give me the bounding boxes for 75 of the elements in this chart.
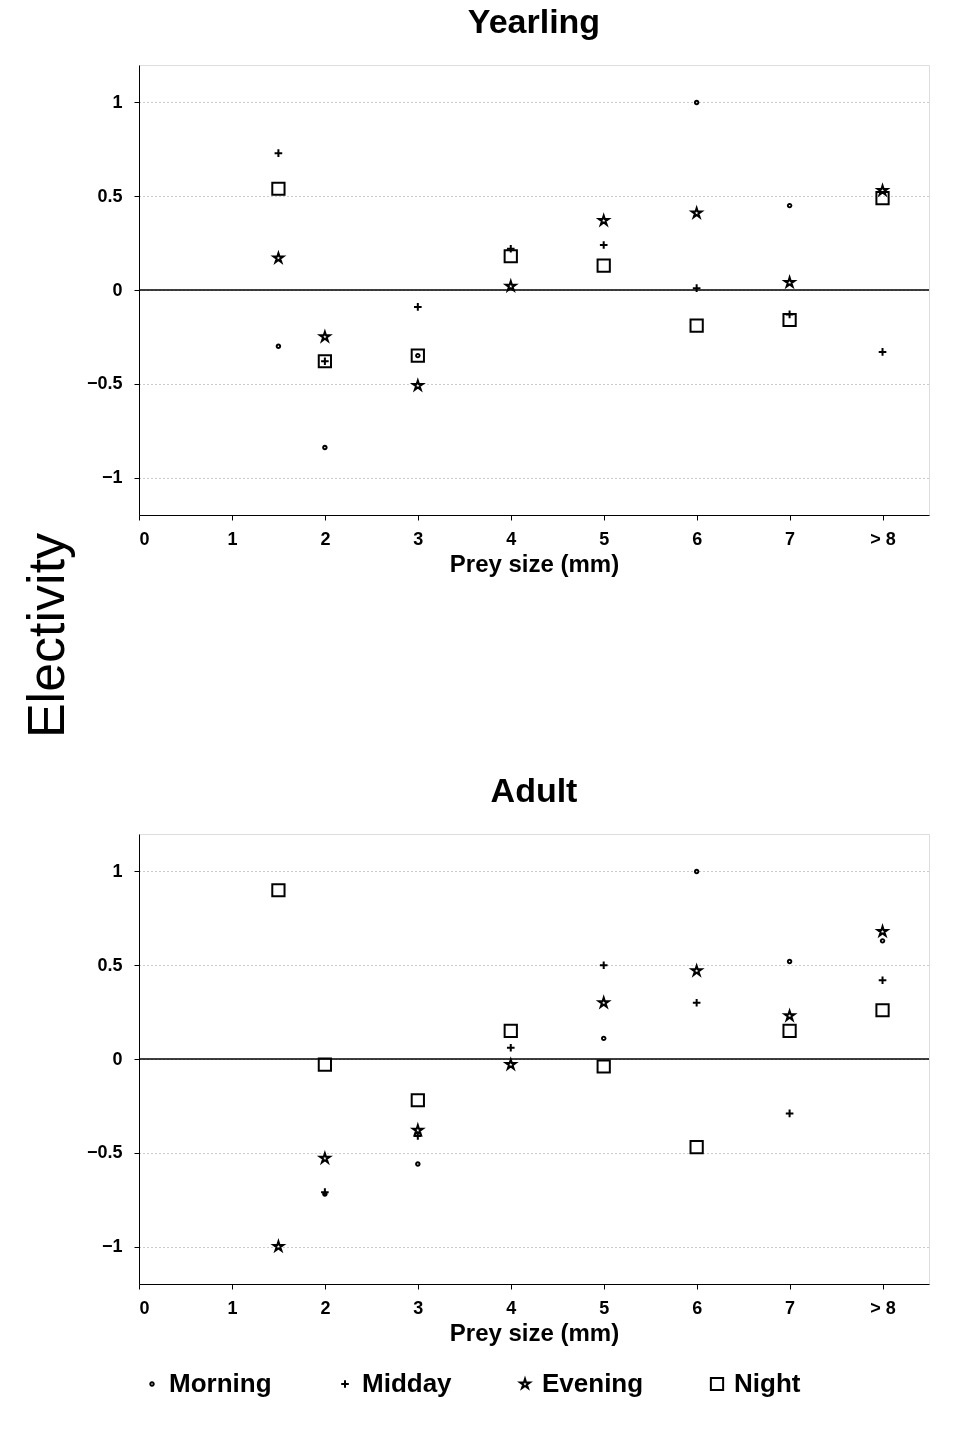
point <box>596 212 612 228</box>
x-tick-label: > 8 <box>870 1297 896 1318</box>
point <box>503 249 518 264</box>
point <box>689 318 704 333</box>
point <box>317 1057 333 1072</box>
point <box>271 883 286 898</box>
y-tick-label: −0.5 <box>86 1142 123 1163</box>
point <box>503 1023 518 1038</box>
point <box>879 938 886 944</box>
x-tick-label: 4 <box>506 1297 517 1318</box>
chart-title: Adult <box>490 771 578 809</box>
x-tick-label: 2 <box>320 528 331 549</box>
y-tick-label: 1 <box>112 861 123 881</box>
y-tick-label: 0.5 <box>97 185 123 206</box>
point <box>782 312 797 328</box>
chart-title: Yearling <box>467 2 601 40</box>
point <box>875 191 890 206</box>
point <box>782 1023 797 1038</box>
point <box>413 302 423 312</box>
x-axis-title: Prey size (mm) <box>449 549 620 577</box>
x-tick-label: 7 <box>785 528 796 549</box>
point <box>786 958 793 965</box>
y-tick-label: −0.5 <box>86 373 123 394</box>
point <box>271 181 286 196</box>
y-tick-label: 1 <box>112 92 123 112</box>
x-tick-label: 5 <box>599 528 610 549</box>
x-tick-label: 7 <box>785 1297 796 1318</box>
x-tick-label: 6 <box>692 528 703 549</box>
x-tick-label: 2 <box>320 1297 331 1318</box>
point <box>875 1003 890 1018</box>
point <box>598 240 609 250</box>
legend-label: Midday <box>362 1368 453 1398</box>
point <box>688 205 705 220</box>
legend-label: Night <box>734 1368 801 1398</box>
y-axis-title: Electivity <box>16 532 75 739</box>
x-tick-label: 6 <box>692 1297 703 1318</box>
point <box>322 444 328 451</box>
y-tick-label: −1 <box>101 467 123 487</box>
point <box>781 274 798 289</box>
point <box>693 868 700 875</box>
point <box>596 1059 611 1074</box>
point <box>275 343 282 349</box>
y-tick-label: −1 <box>101 1236 123 1256</box>
point <box>410 377 426 393</box>
y-tick-label: 0.5 <box>97 954 123 975</box>
x-tick-label: 3 <box>413 528 424 549</box>
point <box>689 1140 704 1155</box>
point <box>503 1056 519 1072</box>
point <box>874 182 891 198</box>
legend-label: Evening <box>542 1368 644 1398</box>
point <box>270 1238 287 1254</box>
x-tick-label: 0 <box>139 528 150 549</box>
point <box>781 1007 798 1023</box>
legend-label: Morning <box>169 1368 272 1398</box>
point <box>270 250 287 265</box>
point <box>688 962 705 978</box>
x-tick-label: 4 <box>506 528 517 549</box>
point <box>786 202 793 209</box>
y-tick-label: 0 <box>112 1048 123 1069</box>
x-tick-label: 5 <box>599 1297 610 1318</box>
x-tick-label: > 8 <box>870 528 896 549</box>
point <box>600 1035 607 1042</box>
x-tick-label: 1 <box>227 1297 238 1318</box>
point <box>410 1093 425 1108</box>
point <box>415 1161 421 1167</box>
x-axis-title: Prey size (mm) <box>449 1318 620 1346</box>
point <box>317 328 333 344</box>
point <box>693 99 700 106</box>
point <box>874 923 891 939</box>
point <box>596 994 612 1010</box>
x-tick-label: 3 <box>413 1297 424 1318</box>
point <box>596 258 611 273</box>
y-tick-label: 0 <box>112 279 123 300</box>
x-tick-label: 0 <box>139 1297 150 1318</box>
x-tick-label: 1 <box>227 528 238 549</box>
